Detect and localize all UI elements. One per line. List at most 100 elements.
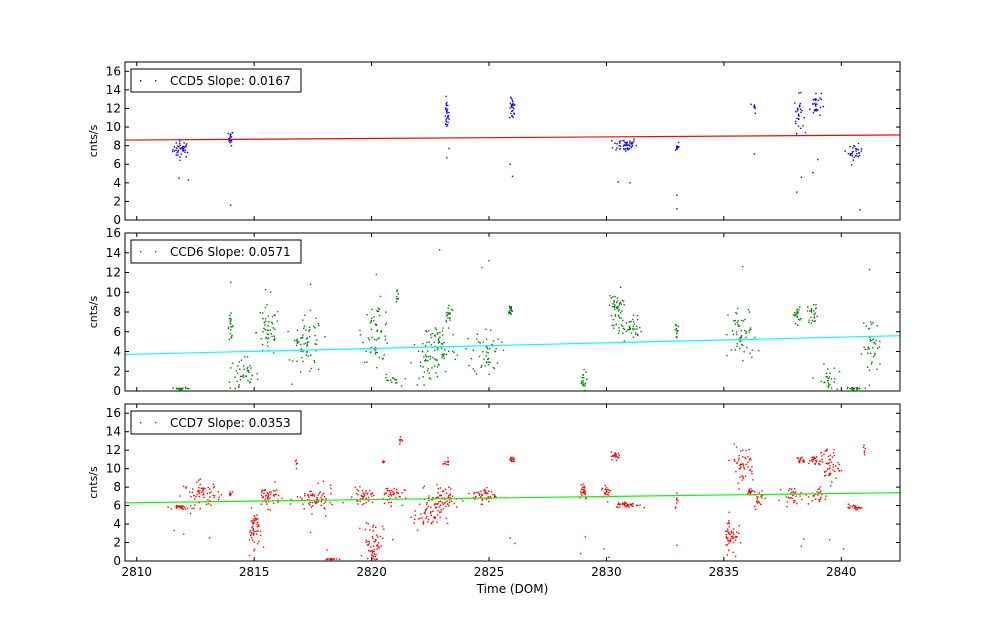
data-point: [177, 149, 179, 152]
data-point: [364, 492, 366, 494]
data-point: [636, 318, 639, 321]
data-point: [676, 148, 678, 150]
data-point: [583, 490, 585, 493]
data-point: [307, 494, 309, 497]
data-point: [509, 107, 511, 109]
data-point: [794, 323, 797, 325]
data-point: [423, 485, 425, 488]
data-point: [735, 470, 737, 473]
data-point: [731, 330, 734, 332]
data-point: [486, 346, 488, 348]
data-point: [734, 460, 736, 462]
data-point: [290, 499, 292, 501]
data-point: [819, 463, 821, 466]
data-point: [624, 141, 626, 144]
data-point: [511, 99, 514, 101]
data-point: [810, 316, 812, 318]
data-point: [399, 436, 402, 438]
data-point: [181, 507, 183, 509]
data-point: [277, 501, 279, 503]
data-point: [738, 525, 741, 527]
data-point: [264, 324, 266, 326]
data-point: [395, 488, 398, 491]
data-point: [446, 461, 448, 463]
data-point: [748, 490, 750, 492]
data-point: [251, 539, 254, 541]
data-point: [227, 326, 230, 329]
data-point: [248, 539, 251, 541]
data-point: [511, 103, 514, 106]
data-point: [309, 283, 312, 286]
data-point: [813, 317, 816, 319]
data-point: [440, 509, 442, 511]
data-point: [863, 451, 866, 454]
data-point: [450, 488, 452, 490]
data-point: [793, 492, 796, 494]
data-point: [815, 304, 817, 306]
data-point: [301, 337, 303, 339]
data-point: [819, 486, 821, 488]
data-point: [227, 327, 230, 330]
data-point: [495, 348, 497, 350]
data-point: [425, 359, 427, 362]
data-point: [613, 300, 615, 302]
data-point: [367, 544, 370, 546]
data-point: [398, 495, 401, 498]
data-point: [727, 528, 729, 530]
data-point: [446, 101, 448, 104]
data-point: [265, 501, 267, 503]
y-tick-label: 14: [106, 246, 121, 260]
data-point: [182, 149, 184, 151]
data-point: [485, 498, 488, 500]
data-point: [750, 488, 752, 490]
data-point: [725, 533, 728, 536]
data-point: [617, 503, 619, 506]
data-point: [810, 322, 813, 325]
data-point: [811, 460, 814, 463]
data-point: [623, 148, 625, 150]
data-point: [255, 519, 257, 521]
data-point: [732, 533, 735, 536]
data-point: [379, 295, 382, 298]
data-point: [675, 332, 678, 335]
data-point: [370, 346, 373, 349]
data-point: [640, 330, 642, 333]
data-point: [582, 491, 585, 494]
data-point: [299, 371, 302, 373]
data-point: [728, 532, 730, 535]
data-point: [308, 502, 310, 505]
data-point: [795, 111, 797, 113]
data-point: [370, 351, 372, 353]
data-point: [813, 456, 815, 458]
data-point: [254, 530, 257, 533]
data-point: [448, 505, 450, 507]
data-point: [633, 138, 635, 140]
data-point: [738, 532, 740, 534]
data-point: [365, 539, 368, 541]
data-point: [629, 182, 631, 184]
data-point: [321, 498, 323, 500]
data-point: [487, 358, 489, 361]
data-point: [171, 150, 174, 153]
data-point: [200, 487, 203, 489]
data-point: [390, 379, 392, 381]
data-point: [249, 381, 251, 384]
data-point: [496, 362, 499, 364]
data-point: [786, 505, 788, 508]
data-point: [359, 500, 361, 503]
data-point: [605, 489, 608, 491]
data-point: [370, 546, 372, 548]
data-point: [476, 333, 478, 335]
data-point: [726, 530, 728, 532]
data-point: [246, 370, 249, 372]
data-point: [823, 381, 825, 384]
data-point: [173, 146, 176, 148]
data-point: [317, 494, 319, 496]
data-point: [787, 496, 790, 499]
data-point: [741, 343, 743, 346]
data-point: [829, 464, 831, 467]
data-point: [365, 350, 367, 353]
data-point: [324, 501, 327, 503]
data-point: [753, 153, 756, 155]
data-point: [798, 104, 801, 107]
